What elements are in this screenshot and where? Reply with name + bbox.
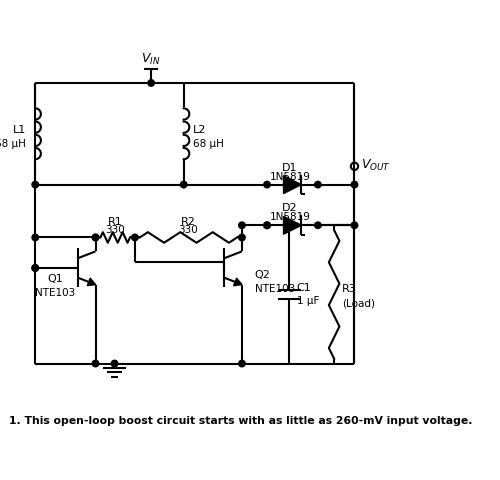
Text: Q2: Q2 xyxy=(255,269,270,279)
Polygon shape xyxy=(234,278,242,286)
Circle shape xyxy=(180,182,187,189)
Circle shape xyxy=(32,182,38,189)
Text: 1N5819: 1N5819 xyxy=(270,212,310,222)
Circle shape xyxy=(351,223,358,229)
Circle shape xyxy=(32,235,38,241)
Text: (Load): (Load) xyxy=(342,298,376,308)
Polygon shape xyxy=(87,278,96,286)
Circle shape xyxy=(351,182,358,189)
Polygon shape xyxy=(284,217,302,235)
Text: Q1: Q1 xyxy=(48,274,64,284)
Text: 1N5819: 1N5819 xyxy=(270,171,310,181)
Text: 68 μH: 68 μH xyxy=(0,138,26,148)
Text: NTE103: NTE103 xyxy=(255,284,295,294)
Text: 1. This open-loop boost circuit starts with as little as 260-mV input voltage.: 1. This open-loop boost circuit starts w… xyxy=(9,416,472,426)
Text: L2: L2 xyxy=(192,125,206,134)
Text: 1 μF: 1 μF xyxy=(296,296,319,306)
Text: 68 μH: 68 μH xyxy=(192,138,224,148)
Text: R3: R3 xyxy=(342,284,357,294)
Circle shape xyxy=(148,81,154,87)
Text: NTE103: NTE103 xyxy=(36,287,76,297)
Circle shape xyxy=(264,182,270,189)
Circle shape xyxy=(32,265,38,272)
Circle shape xyxy=(314,182,321,189)
Text: $V_{IN}$: $V_{IN}$ xyxy=(142,52,161,67)
Text: 330: 330 xyxy=(106,225,125,235)
Text: D2: D2 xyxy=(282,203,298,213)
Text: $V_{OUT}$: $V_{OUT}$ xyxy=(360,157,390,172)
Circle shape xyxy=(32,265,38,272)
Circle shape xyxy=(314,223,321,229)
Circle shape xyxy=(264,223,270,229)
Circle shape xyxy=(92,235,99,241)
Text: C1: C1 xyxy=(296,283,312,292)
Text: R1: R1 xyxy=(108,216,122,227)
Circle shape xyxy=(286,223,292,229)
Text: R2: R2 xyxy=(181,216,196,227)
Circle shape xyxy=(92,235,99,241)
Circle shape xyxy=(264,223,270,229)
Polygon shape xyxy=(284,176,302,194)
Text: 330: 330 xyxy=(178,225,199,235)
Circle shape xyxy=(132,235,138,241)
Circle shape xyxy=(92,360,99,367)
Circle shape xyxy=(238,223,245,229)
Text: D1: D1 xyxy=(282,162,298,172)
Circle shape xyxy=(238,235,245,241)
Text: L1: L1 xyxy=(13,125,26,134)
Circle shape xyxy=(238,360,245,367)
Circle shape xyxy=(112,360,118,367)
